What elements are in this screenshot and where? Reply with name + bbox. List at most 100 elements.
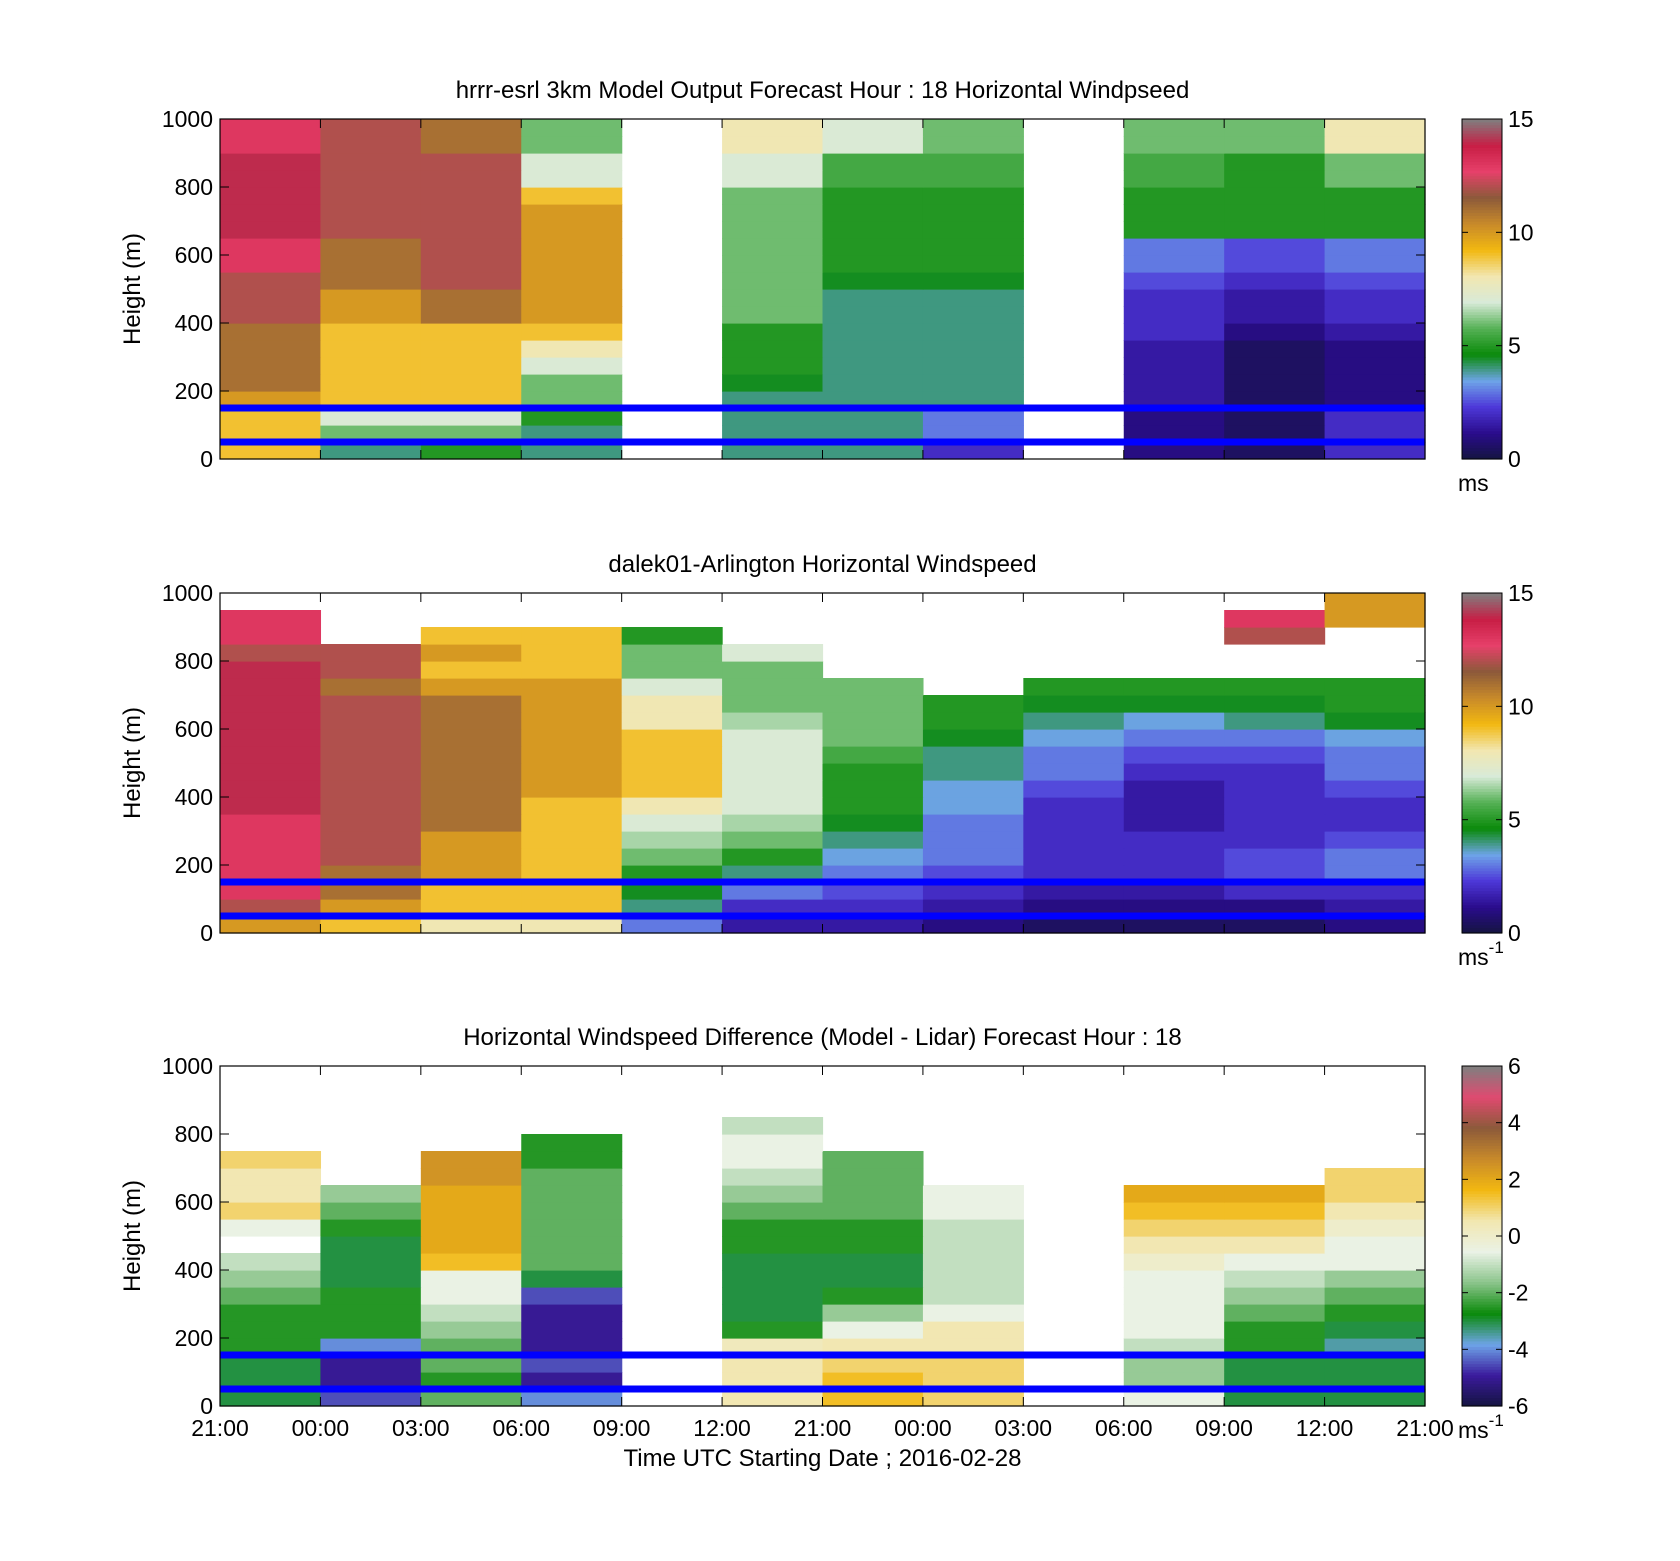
colorbar-segment xyxy=(1462,1136,1502,1141)
colorbar-segment xyxy=(1462,1315,1502,1319)
colorbar-segment xyxy=(1462,430,1502,435)
y-axis-label: Height (m) xyxy=(119,233,146,345)
colorbar-segment xyxy=(1462,388,1502,392)
colorbar-segment xyxy=(1462,916,1502,920)
heatmap-cell xyxy=(822,916,924,934)
colorbar-segment xyxy=(1462,879,1502,883)
heatmap-cell xyxy=(722,865,824,883)
colorbar-segment xyxy=(1462,328,1502,333)
colorbar-segment xyxy=(1462,788,1502,792)
heatmap-cell xyxy=(1224,153,1326,171)
colorbar-unit-base: ms xyxy=(1458,944,1489,970)
heatmap-cell xyxy=(420,1270,522,1288)
colorbar-frame xyxy=(1461,118,1503,460)
heatmap-cell xyxy=(1224,306,1326,324)
colorbar-segment xyxy=(1462,680,1502,685)
heatmap-cell xyxy=(220,661,322,679)
colorbar-segment xyxy=(1462,187,1502,191)
colorbar-segment xyxy=(1462,1077,1502,1081)
y-tick-label: 0 xyxy=(200,920,213,946)
heatmap-cell xyxy=(1123,272,1225,290)
heatmap-cell xyxy=(922,306,1024,324)
colorbar-segment xyxy=(1462,235,1502,239)
colorbar-segment xyxy=(1462,257,1502,262)
colorbar-segment xyxy=(1462,1091,1502,1095)
colorbar-segment xyxy=(1462,1071,1502,1076)
colorbar-segment xyxy=(1462,760,1502,764)
colorbar-segment xyxy=(1462,666,1502,671)
heatmap-cell xyxy=(621,678,723,696)
x-axis-label: Time UTC Starting Date ; 2016-02-28 xyxy=(624,1445,1022,1472)
colorbar-segment xyxy=(1462,1162,1502,1166)
heatmap-cell xyxy=(1123,306,1225,324)
colorbar-segment xyxy=(1462,1255,1502,1260)
colorbar-segment xyxy=(1462,785,1502,790)
heatmap-cell xyxy=(822,797,924,815)
colorbar-segment xyxy=(1462,274,1502,279)
heatmap-cell xyxy=(1023,797,1125,815)
colorbar-segment xyxy=(1462,1326,1502,1331)
colorbar-segment xyxy=(1462,1216,1502,1220)
colorbar-segment xyxy=(1462,280,1502,284)
heatmap-cell xyxy=(521,391,623,409)
heatmap-cell xyxy=(1123,695,1225,713)
heatmap-cell xyxy=(922,865,1024,883)
heatmap-cell xyxy=(922,255,1024,273)
heatmap-cell xyxy=(922,1389,1024,1407)
heatmap-cell xyxy=(1123,1338,1225,1356)
heatmap-cell xyxy=(722,272,824,290)
heatmap-cell xyxy=(722,814,824,832)
heatmap-cell xyxy=(320,661,422,679)
heatmap-cell xyxy=(1324,357,1426,375)
heatmap-cell xyxy=(521,187,623,205)
heatmap-cell xyxy=(220,1321,322,1339)
colorbar-segment xyxy=(1462,1287,1502,1291)
colorbar-segment xyxy=(1462,136,1502,140)
colorbar-frame xyxy=(1461,592,1503,934)
heatmap-cell xyxy=(1224,170,1326,188)
colorbar-segment xyxy=(1462,1355,1502,1359)
heatmap-cell xyxy=(922,323,1024,341)
heatmap-cell xyxy=(1224,187,1326,205)
heatmap-cell xyxy=(1023,814,1125,832)
heatmap-cell xyxy=(420,170,522,188)
heatmap-cell xyxy=(1023,729,1125,747)
colorbar-segment xyxy=(1462,1289,1502,1294)
heatmap-cell xyxy=(922,848,1024,866)
heatmap-cell xyxy=(420,357,522,375)
heatmap-cell xyxy=(722,1270,824,1288)
heatmap-cell xyxy=(521,1185,623,1203)
heatmap-cell xyxy=(320,899,422,917)
colorbar-segment xyxy=(1462,1173,1502,1178)
colorbar-tick-label: 6 xyxy=(1508,1053,1521,1079)
heatmap-cell xyxy=(320,1304,422,1322)
colorbar-segment xyxy=(1462,1403,1502,1407)
heatmap-cell xyxy=(822,1185,924,1203)
colorbar-segment xyxy=(1462,607,1502,611)
heatmap-cell xyxy=(420,119,522,137)
heatmap-cell xyxy=(1324,119,1426,137)
heatmap-cell xyxy=(521,306,623,324)
colorbar-segment xyxy=(1462,399,1502,403)
colorbar-segment xyxy=(1462,799,1502,804)
heatmap-cell xyxy=(1224,865,1326,883)
heatmap-cell xyxy=(1123,136,1225,154)
heatmap-cell xyxy=(1123,187,1225,205)
heatmap-cell xyxy=(220,797,322,815)
heatmap-cell xyxy=(1224,1355,1326,1373)
colorbar-segment xyxy=(1462,1165,1502,1169)
heatmap-cell xyxy=(1324,1270,1426,1288)
heatmap-cell xyxy=(320,170,422,188)
colorbar-segment xyxy=(1462,627,1502,631)
heatmap-cell xyxy=(722,899,824,917)
heatmap-cell xyxy=(320,1287,422,1305)
colorbar-segment xyxy=(1462,325,1502,330)
heatmap-cell xyxy=(1023,712,1125,730)
colorbar-segment xyxy=(1462,1236,1502,1240)
colorbar-segment xyxy=(1462,201,1502,205)
heatmap-cell xyxy=(1224,1304,1326,1322)
colorbar-segment xyxy=(1462,1295,1502,1299)
colorbar-segment xyxy=(1462,924,1502,928)
heatmap-cell xyxy=(320,712,422,730)
heatmap-cell xyxy=(521,323,623,341)
